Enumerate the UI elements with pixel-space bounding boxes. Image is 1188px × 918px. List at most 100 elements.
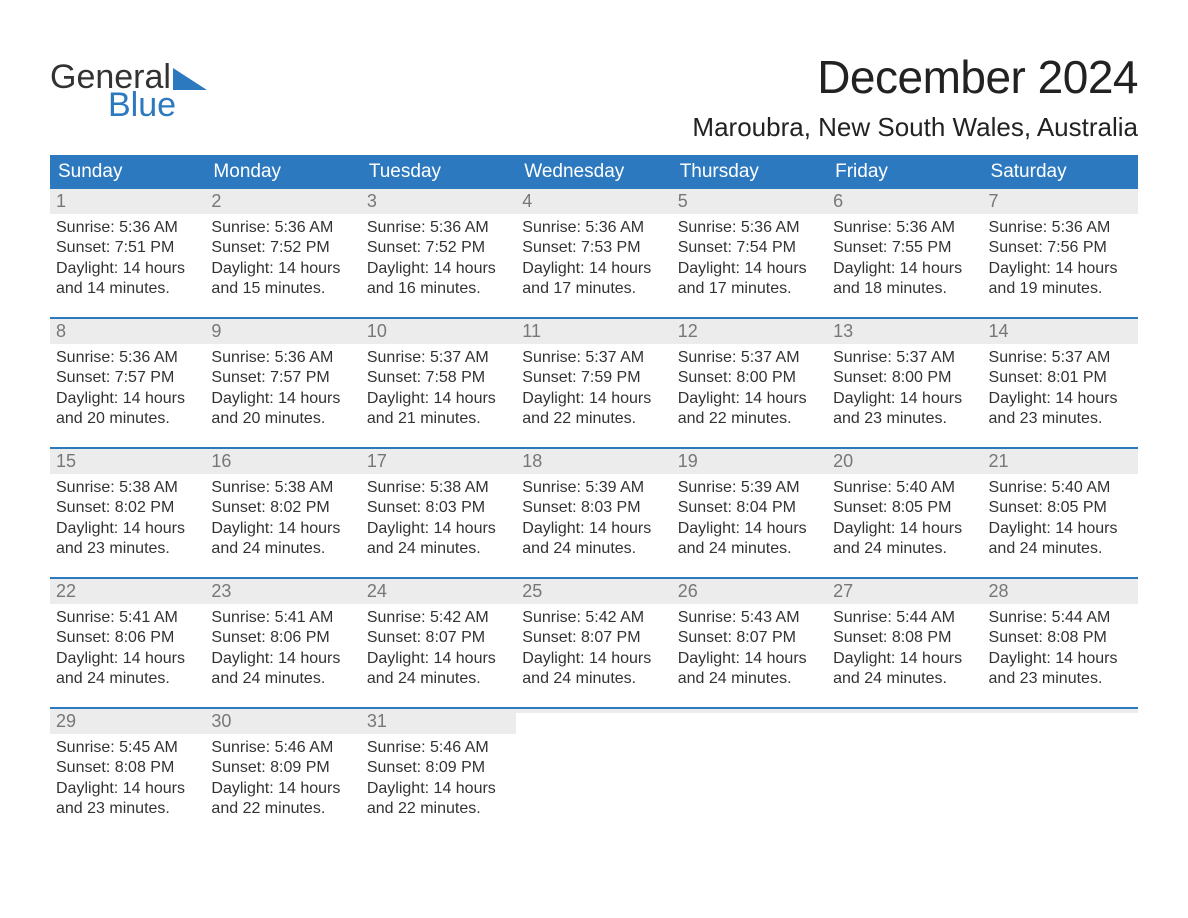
day-daylight: Daylight: 14 hours and 22 minutes.: [522, 389, 665, 430]
day-cell: [827, 709, 982, 837]
day-daylight: Daylight: 14 hours and 16 minutes.: [367, 259, 510, 300]
month-title: December 2024: [692, 50, 1138, 104]
day-number: 20: [833, 451, 853, 471]
day-daylight: Daylight: 14 hours and 23 minutes.: [989, 649, 1132, 690]
day-number: 1: [56, 191, 66, 211]
day-cell: 5Sunrise: 5:36 AMSunset: 7:54 PMDaylight…: [672, 189, 827, 317]
day-cell: 7Sunrise: 5:36 AMSunset: 7:56 PMDaylight…: [983, 189, 1138, 317]
day-body: Sunrise: 5:36 AMSunset: 7:57 PMDaylight:…: [205, 344, 360, 438]
day-body: Sunrise: 5:36 AMSunset: 7:51 PMDaylight:…: [50, 214, 205, 308]
day-cell: 2Sunrise: 5:36 AMSunset: 7:52 PMDaylight…: [205, 189, 360, 317]
day-sunset: Sunset: 8:02 PM: [56, 498, 199, 518]
day-number-row: 11: [516, 319, 671, 344]
day-body: Sunrise: 5:40 AMSunset: 8:05 PMDaylight:…: [983, 474, 1138, 568]
day-cell: 22Sunrise: 5:41 AMSunset: 8:06 PMDayligh…: [50, 579, 205, 707]
day-number-row: 16: [205, 449, 360, 474]
day-daylight: Daylight: 14 hours and 19 minutes.: [989, 259, 1132, 300]
day-daylight: Daylight: 14 hours and 20 minutes.: [56, 389, 199, 430]
day-number-row: [672, 709, 827, 713]
weekday-header: Friday: [827, 155, 982, 189]
day-sunset: Sunset: 8:01 PM: [989, 368, 1132, 388]
week-row: 1Sunrise: 5:36 AMSunset: 7:51 PMDaylight…: [50, 189, 1138, 317]
day-number-row: 19: [672, 449, 827, 474]
logo-word-2: Blue: [50, 88, 207, 122]
day-sunrise: Sunrise: 5:36 AM: [678, 218, 821, 238]
day-sunrise: Sunrise: 5:37 AM: [833, 348, 976, 368]
day-sunset: Sunset: 8:07 PM: [678, 628, 821, 648]
day-number-row: 26: [672, 579, 827, 604]
day-body: Sunrise: 5:42 AMSunset: 8:07 PMDaylight:…: [361, 604, 516, 698]
week-row: 22Sunrise: 5:41 AMSunset: 8:06 PMDayligh…: [50, 577, 1138, 707]
day-daylight: Daylight: 14 hours and 20 minutes.: [211, 389, 354, 430]
day-number-row: 12: [672, 319, 827, 344]
day-sunset: Sunset: 8:07 PM: [367, 628, 510, 648]
day-number: 27: [833, 581, 853, 601]
day-number-row: 27: [827, 579, 982, 604]
day-sunset: Sunset: 7:57 PM: [56, 368, 199, 388]
day-body: Sunrise: 5:37 AMSunset: 8:01 PMDaylight:…: [983, 344, 1138, 438]
day-body: Sunrise: 5:36 AMSunset: 7:54 PMDaylight:…: [672, 214, 827, 308]
day-number-row: 3: [361, 189, 516, 214]
day-daylight: Daylight: 14 hours and 24 minutes.: [367, 649, 510, 690]
day-cell: 27Sunrise: 5:44 AMSunset: 8:08 PMDayligh…: [827, 579, 982, 707]
day-daylight: Daylight: 14 hours and 18 minutes.: [833, 259, 976, 300]
day-number: 18: [522, 451, 542, 471]
day-daylight: Daylight: 14 hours and 15 minutes.: [211, 259, 354, 300]
day-sunset: Sunset: 8:09 PM: [367, 758, 510, 778]
day-cell: 25Sunrise: 5:42 AMSunset: 8:07 PMDayligh…: [516, 579, 671, 707]
day-sunrise: Sunrise: 5:36 AM: [833, 218, 976, 238]
day-cell: 17Sunrise: 5:38 AMSunset: 8:03 PMDayligh…: [361, 449, 516, 577]
day-sunset: Sunset: 7:52 PM: [367, 238, 510, 258]
day-sunrise: Sunrise: 5:36 AM: [522, 218, 665, 238]
day-sunrise: Sunrise: 5:36 AM: [367, 218, 510, 238]
day-number-row: 7: [983, 189, 1138, 214]
location: Maroubra, New South Wales, Australia: [692, 112, 1138, 143]
day-number: 2: [211, 191, 221, 211]
day-daylight: Daylight: 14 hours and 22 minutes.: [211, 779, 354, 820]
day-number-row: 31: [361, 709, 516, 734]
weekday-header: Saturday: [983, 155, 1138, 189]
day-sunrise: Sunrise: 5:38 AM: [367, 478, 510, 498]
day-body: Sunrise: 5:39 AMSunset: 8:04 PMDaylight:…: [672, 474, 827, 568]
day-number-row: 28: [983, 579, 1138, 604]
day-number: 21: [989, 451, 1009, 471]
day-cell: 19Sunrise: 5:39 AMSunset: 8:04 PMDayligh…: [672, 449, 827, 577]
day-number-row: [827, 709, 982, 713]
day-body: Sunrise: 5:38 AMSunset: 8:02 PMDaylight:…: [50, 474, 205, 568]
day-cell: 10Sunrise: 5:37 AMSunset: 7:58 PMDayligh…: [361, 319, 516, 447]
day-daylight: Daylight: 14 hours and 24 minutes.: [522, 649, 665, 690]
day-sunset: Sunset: 7:59 PM: [522, 368, 665, 388]
day-number: 15: [56, 451, 76, 471]
day-body: Sunrise: 5:37 AMSunset: 7:58 PMDaylight:…: [361, 344, 516, 438]
day-number-row: 9: [205, 319, 360, 344]
day-number-row: 13: [827, 319, 982, 344]
day-sunrise: Sunrise: 5:40 AM: [833, 478, 976, 498]
day-number-row: 30: [205, 709, 360, 734]
day-body: Sunrise: 5:36 AMSunset: 7:53 PMDaylight:…: [516, 214, 671, 308]
day-daylight: Daylight: 14 hours and 24 minutes.: [833, 649, 976, 690]
weekday-header: Wednesday: [516, 155, 671, 189]
day-body: Sunrise: 5:37 AMSunset: 8:00 PMDaylight:…: [672, 344, 827, 438]
day-daylight: Daylight: 14 hours and 24 minutes.: [522, 519, 665, 560]
day-number: 8: [56, 321, 66, 341]
day-sunset: Sunset: 8:04 PM: [678, 498, 821, 518]
day-daylight: Daylight: 14 hours and 24 minutes.: [211, 519, 354, 560]
day-daylight: Daylight: 14 hours and 24 minutes.: [211, 649, 354, 690]
day-number-row: 29: [50, 709, 205, 734]
day-number: 11: [522, 321, 541, 341]
day-body: Sunrise: 5:46 AMSunset: 8:09 PMDaylight:…: [361, 734, 516, 828]
day-body: Sunrise: 5:36 AMSunset: 7:56 PMDaylight:…: [983, 214, 1138, 308]
day-sunset: Sunset: 7:56 PM: [989, 238, 1132, 258]
day-number: 6: [833, 191, 843, 211]
day-cell: 26Sunrise: 5:43 AMSunset: 8:07 PMDayligh…: [672, 579, 827, 707]
day-sunset: Sunset: 7:51 PM: [56, 238, 199, 258]
day-number: 16: [211, 451, 231, 471]
day-sunrise: Sunrise: 5:37 AM: [367, 348, 510, 368]
day-sunrise: Sunrise: 5:39 AM: [678, 478, 821, 498]
weeks-container: 1Sunrise: 5:36 AMSunset: 7:51 PMDaylight…: [50, 189, 1138, 837]
day-sunset: Sunset: 8:06 PM: [211, 628, 354, 648]
day-daylight: Daylight: 14 hours and 24 minutes.: [833, 519, 976, 560]
day-sunrise: Sunrise: 5:40 AM: [989, 478, 1132, 498]
day-sunrise: Sunrise: 5:43 AM: [678, 608, 821, 628]
day-sunrise: Sunrise: 5:36 AM: [989, 218, 1132, 238]
